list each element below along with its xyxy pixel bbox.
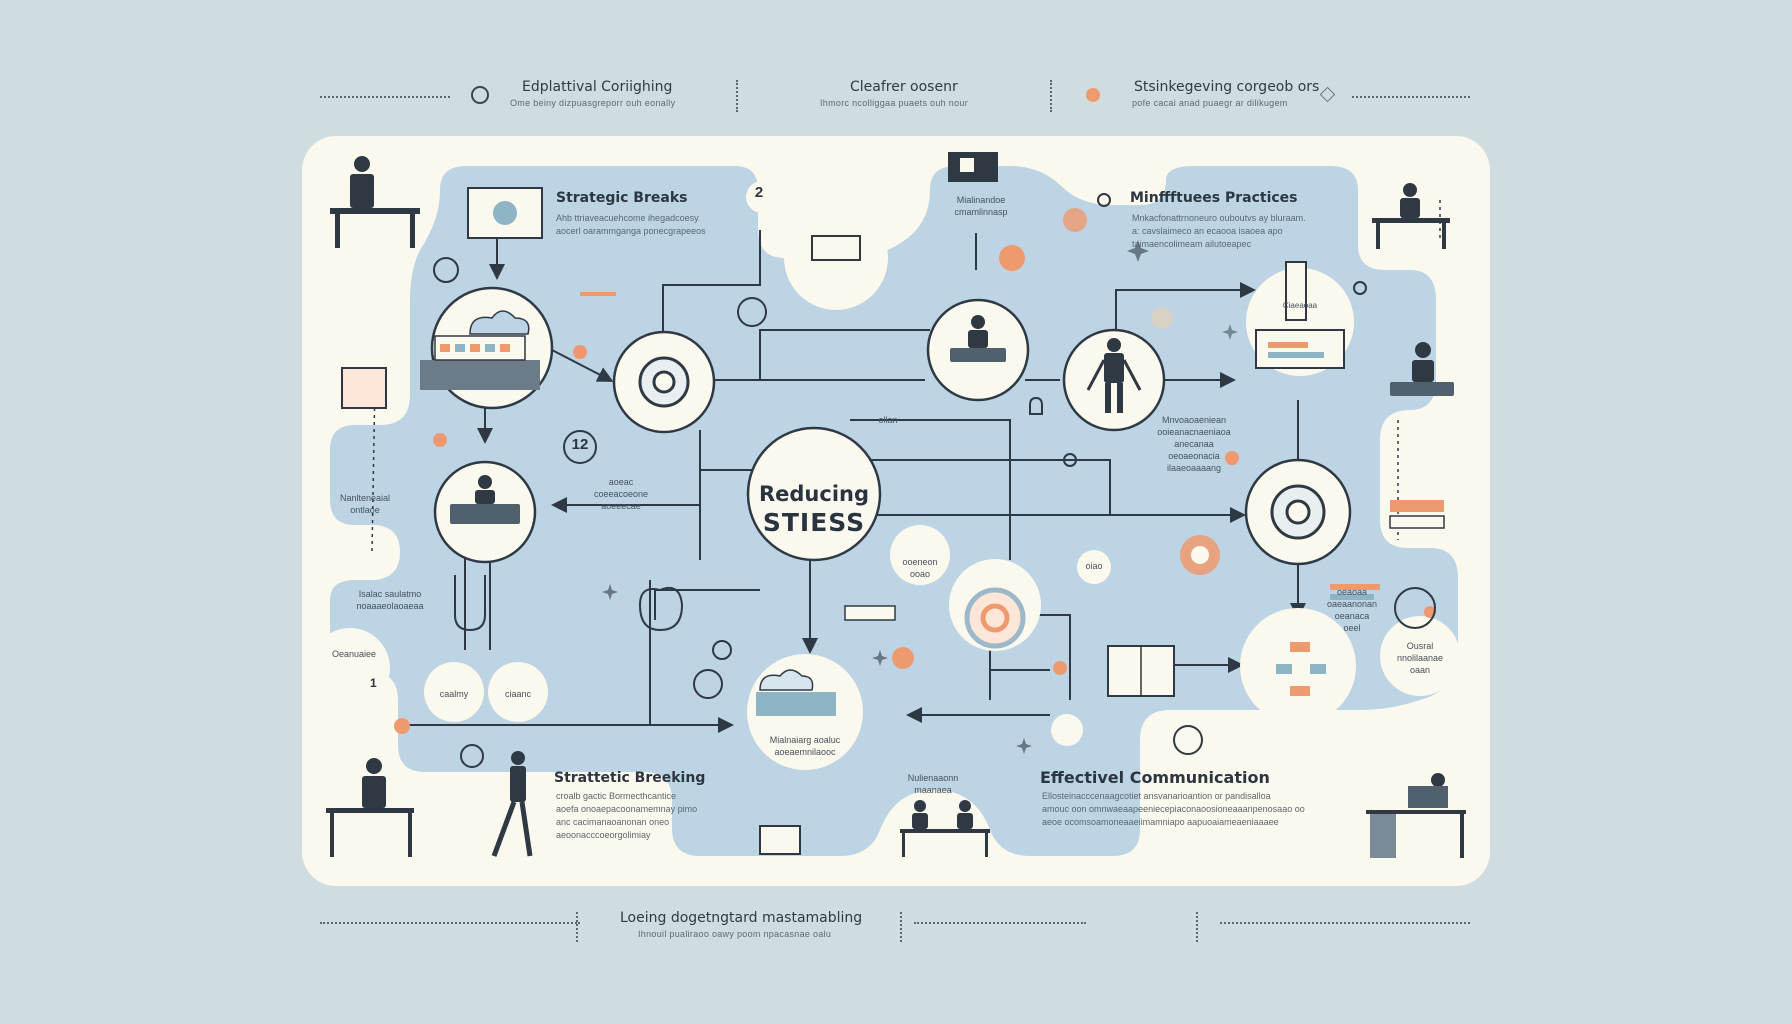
header-item-3-subtitle: pofe cacai anad puaegr ar dilikugem xyxy=(1132,98,1288,108)
light-blue-blob xyxy=(330,166,1458,856)
mindfulness-desc: taimaencolimeam ailutoeapec xyxy=(1132,239,1252,249)
mindfulness-title: Minffftuees Practices xyxy=(1130,190,1298,206)
strategic-breaking-desc: anc cacimanaoanonan oneo xyxy=(556,817,670,827)
footer-divider-mid xyxy=(914,922,1086,924)
header-separator xyxy=(1050,80,1052,112)
mindfulness-desc: Mnkacfonattrnoneuro ouboutvs ay bluraam. xyxy=(1132,213,1306,223)
gear-icon xyxy=(1270,484,1326,540)
small-glyphs xyxy=(433,193,1436,768)
center-title-line2: STIESS xyxy=(762,508,866,537)
header-item-1-title: Edplattival Coriighing xyxy=(522,79,673,95)
label-left-low: Isalac saulatmo noaaaeolaoaeaa xyxy=(356,589,424,611)
strategic-breaks-title: Strategic Breaks xyxy=(556,190,688,206)
label-bottom-center: Nulienaaonn maanaea xyxy=(907,773,959,795)
gear-icon xyxy=(638,356,690,408)
communication-title: Effectivel Communication xyxy=(1040,768,1270,787)
label-tag-top-right: Ciaeaoaa xyxy=(1282,301,1318,310)
footer-subtitle: Ihnouil pualiraoo oawy poom npacasnae oa… xyxy=(638,929,832,939)
strategic-breaking-desc: aeoonacccoeorgolimiay xyxy=(556,830,651,840)
footer-separator xyxy=(576,912,578,942)
orange-dot-icon xyxy=(1086,88,1100,102)
label-right-mid: Mnvoaoaeniean ooieanacnaeniaoa anecanaa oeo… xyxy=(1157,415,1231,473)
strategic-breaking-title: Strattetic Breeking xyxy=(554,770,706,786)
header-divider-right xyxy=(1352,96,1470,98)
footer-title: Loeing dogetngtard mastamabling xyxy=(620,910,863,926)
header-separator xyxy=(736,80,738,112)
communication-desc: amouc oon omnwaeaapeeniecepiaconaoosione… xyxy=(1042,804,1305,814)
header-divider-left xyxy=(320,96,450,98)
step-badge-2: 2 xyxy=(754,184,764,201)
communication-desc: Ellosteinacccenaagcotiet ansvanarioantio… xyxy=(1042,791,1271,801)
sparkles xyxy=(602,240,1238,754)
gear-icon xyxy=(964,587,1026,649)
strategic-breaking-desc: croalb gactic Bormecthcantice xyxy=(556,791,677,801)
header-item-1-subtitle: Ome beiny dizpuasgreporr ouh eonally xyxy=(510,98,676,108)
footer-separator xyxy=(1196,912,1198,942)
footer-separator xyxy=(900,912,902,942)
strategic-breaking-desc: aoefa onoaepacoonamemnay pimo xyxy=(556,804,698,814)
label-left-mid: Nanlteneaial ontlaoe xyxy=(339,493,391,515)
header-item-2-title: Cleafrer oosenr xyxy=(850,79,958,95)
center-title-line1: Reducing xyxy=(758,482,870,506)
header-item-3-title: Stsinkegeving corgeob ors xyxy=(1134,79,1320,95)
label-small-mid: ooeneon ooao xyxy=(902,557,938,579)
label-center-bottom: Mialnaiarg aoaluc aoeaemnilaooc xyxy=(769,735,841,757)
label-right-low: oeaoaa oaeaanonan oeanaca oeel xyxy=(1326,587,1378,633)
label-far-right: Ousral nnolilaanae oaan xyxy=(1396,641,1444,675)
mindfulness-desc: a: cavslaimeco an ecaooa isaoea apo xyxy=(1132,226,1283,236)
footer-divider-left xyxy=(320,922,580,924)
footer-divider-right xyxy=(1220,922,1470,924)
step-badge-12: 12 xyxy=(571,436,589,453)
label-cloud-tag: ollan xyxy=(878,415,898,425)
label-pill-b: ciaanc xyxy=(504,689,531,699)
step-badge-1: 1 xyxy=(370,676,377,690)
label-pill-left: Oeanuaiee xyxy=(331,649,377,659)
label-tiny-round: oiao xyxy=(1085,561,1103,571)
strategic-breaks-desc: aocerl oarammganga ponecgrapeeos xyxy=(556,226,706,236)
label-center-left: aoeac coeeacoeone aoeeecae xyxy=(593,477,649,511)
person-icon xyxy=(326,156,1466,858)
ring-icon xyxy=(471,86,489,104)
label-top-center: Mialinandoe cmamlinnasp xyxy=(954,195,1008,217)
monitor-icon xyxy=(341,152,1445,855)
label-pill-a: caalmy xyxy=(439,689,469,699)
strategic-breaks-desc: Ahb ttriaveacuehcome ihegadcoesy xyxy=(556,213,699,223)
header-item-2-subtitle: Ihmorc ncolliggaa puaets ouh nour xyxy=(820,98,968,108)
communication-desc: aeoe ocomsoamoneaaeiimamniapo aapuoaiame… xyxy=(1042,817,1279,827)
decor-dots xyxy=(394,208,1436,734)
